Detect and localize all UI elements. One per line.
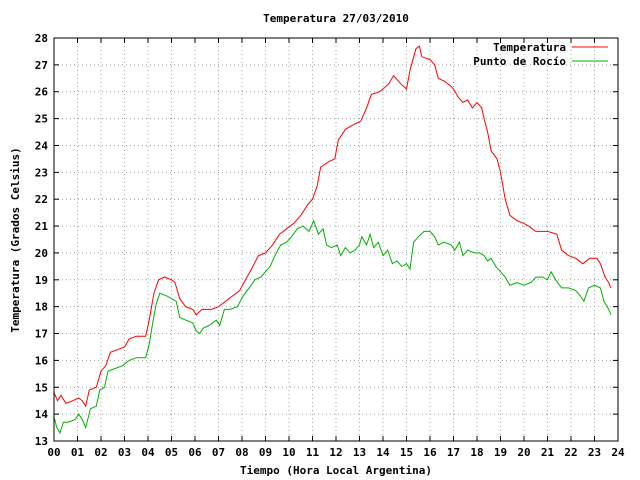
x-tick-label: 22 (564, 446, 577, 459)
x-axis-label: Tiempo (Hora Local Argentina) (240, 464, 432, 477)
x-axis-ticks: 00 01 02 03 04 05 06 07 08 09 10 11 12 13 14 15 16 17 18 19… (47, 38, 625, 459)
x-tick-label: 03 (118, 446, 131, 459)
x-tick-label: 08 (235, 446, 248, 459)
x-tick-label: 10 (282, 446, 295, 459)
x-tick-label: 19 (494, 446, 507, 459)
y-tick-label: 13 (35, 435, 48, 448)
x-tick-label: 11 (306, 446, 320, 459)
y-tick-label: 25 (35, 113, 48, 126)
x-tick-label: 17 (447, 446, 460, 459)
x-tick-label: 02 (94, 446, 107, 459)
legend-label: Temperatura (493, 41, 566, 54)
x-tick-label: 06 (188, 446, 202, 459)
y-tick-label: 24 (35, 139, 49, 152)
x-tick-label: 16 (423, 446, 437, 459)
y-tick-label: 21 (35, 220, 49, 233)
x-tick-label: 23 (588, 446, 601, 459)
y-tick-label: 18 (35, 301, 48, 314)
y-tick-label: 19 (35, 274, 48, 287)
y-tick-label: 22 (35, 193, 48, 206)
y-tick-label: 28 (35, 32, 48, 45)
x-tick-label: 14 (376, 446, 390, 459)
x-tick-label: 01 (71, 446, 85, 459)
y-tick-label: 17 (35, 328, 48, 341)
y-tick-label: 27 (35, 59, 48, 72)
y-tick-label: 16 (35, 354, 49, 367)
x-tick-label: 20 (517, 446, 530, 459)
chart-title: Temperatura 27/03/2010 (263, 12, 409, 25)
x-tick-label: 07 (212, 446, 225, 459)
series-line-1 (53, 219, 612, 435)
y-tick-label: 20 (35, 247, 48, 260)
x-tick-label: 24 (611, 446, 625, 459)
x-tick-label: 12 (329, 446, 342, 459)
plot-frame (53, 37, 619, 442)
x-tick-label: 18 (470, 446, 483, 459)
x-tick-label: 13 (353, 446, 366, 459)
x-tick-label: 00 (47, 446, 60, 459)
y-tick-label: 15 (35, 381, 48, 394)
series-lines (53, 45, 612, 435)
y-tick-label: 14 (35, 408, 49, 421)
x-tick-label: 05 (165, 446, 178, 459)
y-axis-label: Temperatura (Grados Celsius) (9, 147, 22, 332)
y-tick-label: 26 (35, 86, 49, 99)
legend-label: Punto de Rocío (473, 55, 566, 68)
x-tick-label: 09 (259, 446, 272, 459)
x-tick-label: 15 (400, 446, 413, 459)
x-tick-label: 21 (541, 446, 555, 459)
x-tick-label: 04 (141, 446, 155, 459)
y-tick-label: 23 (35, 166, 48, 179)
series-line-0 (53, 45, 612, 408)
